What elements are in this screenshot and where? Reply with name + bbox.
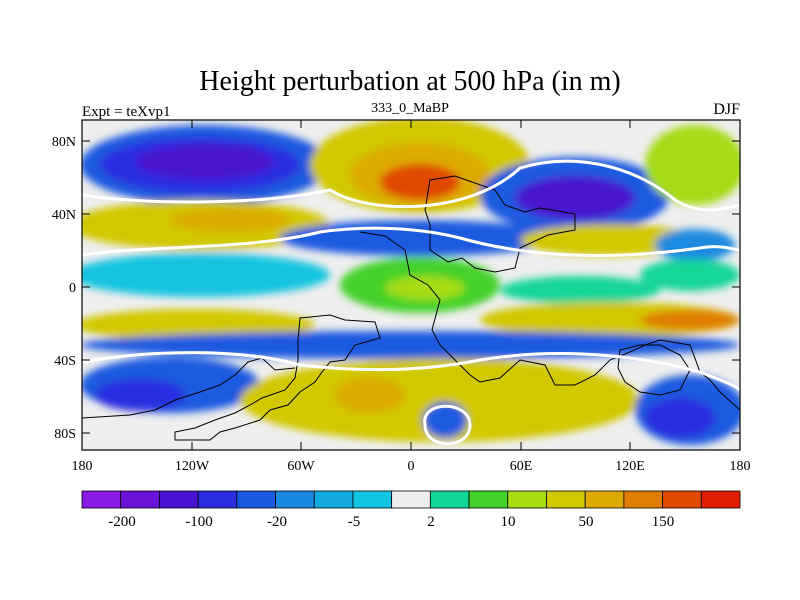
colorbar: -200 -100 -20 -5 2 10 50 150 bbox=[81, 490, 741, 530]
lon-label: 60E bbox=[510, 459, 533, 474]
contour-lines bbox=[82, 159, 740, 446]
longitude-axis: 180 120W 60W 0 60E 120E 180 bbox=[72, 120, 751, 474]
colorbar-box bbox=[275, 490, 315, 509]
colorbar-box bbox=[197, 490, 238, 509]
colorbar-boxes bbox=[81, 490, 741, 509]
contour-south bbox=[82, 351, 740, 392]
field-blob bbox=[655, 229, 735, 261]
field-blob bbox=[423, 402, 467, 438]
colorbar-box bbox=[662, 490, 702, 509]
field-blob bbox=[95, 379, 185, 411]
colorbar-box bbox=[584, 490, 625, 509]
coastline-north-america-fragment bbox=[82, 357, 296, 419]
colorbar-box bbox=[700, 490, 741, 509]
lat-label: 80N bbox=[52, 135, 76, 150]
colorbar-box bbox=[391, 490, 431, 509]
lon-label: 180 bbox=[730, 459, 751, 474]
contour-midlat bbox=[82, 226, 740, 257]
field-blob bbox=[640, 259, 740, 291]
figure-title: Height perturbation at 500 hPa (in m) bbox=[199, 66, 620, 97]
season-label: DJF bbox=[713, 101, 740, 118]
colorbar-box bbox=[352, 490, 393, 509]
colorbar-box bbox=[429, 490, 470, 509]
lat-label: 80S bbox=[54, 427, 76, 442]
colorbar-box bbox=[507, 490, 547, 509]
field-blob bbox=[170, 208, 290, 232]
coastline-africa bbox=[359, 231, 740, 411]
field-blob bbox=[385, 276, 465, 300]
colorbar-label: -5 bbox=[348, 514, 361, 530]
lon-label: 0 bbox=[408, 459, 415, 474]
lat-label: 40N bbox=[52, 208, 76, 223]
colorbar-box bbox=[236, 490, 276, 509]
colorbar-label: 10 bbox=[501, 514, 516, 530]
field-blob bbox=[82, 331, 740, 359]
colorbar-box bbox=[313, 490, 354, 509]
coastline-australia bbox=[617, 344, 691, 396]
colorbar-box bbox=[468, 490, 509, 509]
field-blob bbox=[380, 164, 460, 200]
coastline-south-america bbox=[174, 314, 381, 441]
coastlines bbox=[82, 175, 740, 441]
colorbar-label: -100 bbox=[185, 514, 213, 530]
colorbar-label: -200 bbox=[108, 514, 136, 530]
experiment-label: Expt = teXvp1 bbox=[82, 104, 170, 120]
colorbar-box bbox=[159, 490, 199, 509]
colorbar-box bbox=[81, 490, 122, 509]
contour-ring bbox=[423, 404, 472, 446]
colorbar-label: 2 bbox=[427, 514, 435, 530]
field-blob bbox=[240, 358, 640, 442]
field-blob bbox=[515, 176, 635, 220]
lon-label: 180 bbox=[72, 459, 93, 474]
colorbar-labels: -200 -100 -20 -5 2 10 50 150 bbox=[108, 514, 674, 530]
field-blob bbox=[335, 377, 405, 413]
coastline-eurasia bbox=[424, 175, 576, 273]
lon-label: 120E bbox=[615, 459, 645, 474]
colorbar-label: 50 bbox=[579, 514, 594, 530]
latitude-axis: 80N 40N 0 40S 80S bbox=[52, 135, 740, 442]
field-blob bbox=[82, 253, 330, 297]
field-blob bbox=[500, 276, 660, 304]
lon-label: 120W bbox=[175, 459, 210, 474]
field-blob bbox=[645, 125, 740, 205]
run-label: 333_0_MaBP bbox=[371, 101, 449, 116]
lon-label: 60W bbox=[287, 459, 315, 474]
height-perturbation-field bbox=[82, 120, 740, 450]
colorbar-box bbox=[546, 490, 586, 509]
contour-north bbox=[82, 159, 740, 212]
colorbar-label: 150 bbox=[652, 514, 675, 530]
field-blob bbox=[645, 398, 715, 438]
lat-label: 0 bbox=[69, 281, 76, 296]
colorbar-box bbox=[120, 490, 160, 509]
colorbar-label: -20 bbox=[267, 514, 287, 530]
field-blob bbox=[640, 310, 740, 330]
colorbar-box bbox=[623, 490, 663, 509]
field-blob bbox=[135, 144, 275, 180]
lat-label: 40S bbox=[54, 354, 76, 369]
